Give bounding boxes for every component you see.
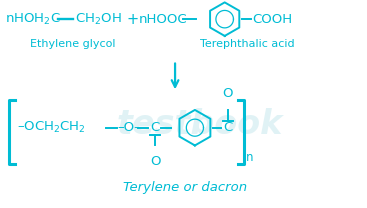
Text: C: C xyxy=(150,121,160,134)
Text: –O–: –O– xyxy=(117,121,141,134)
Text: C: C xyxy=(223,121,232,134)
Text: –OCH$_2$CH$_2$: –OCH$_2$CH$_2$ xyxy=(17,120,86,135)
Text: nHOH$_2$C: nHOH$_2$C xyxy=(6,12,61,27)
Text: +: + xyxy=(127,12,139,27)
Text: Ethylene glycol: Ethylene glycol xyxy=(30,39,116,49)
Text: testbook: testbook xyxy=(117,108,283,141)
Text: nHOOC: nHOOC xyxy=(138,13,187,26)
Text: O: O xyxy=(222,87,233,100)
Text: n: n xyxy=(246,151,253,164)
Text: O: O xyxy=(150,155,160,168)
Text: Terylene or dacron: Terylene or dacron xyxy=(123,181,247,194)
Text: CH$_2$OH: CH$_2$OH xyxy=(75,12,121,27)
Text: COOH: COOH xyxy=(252,13,292,26)
Text: Terephthalic acid: Terephthalic acid xyxy=(200,39,295,49)
